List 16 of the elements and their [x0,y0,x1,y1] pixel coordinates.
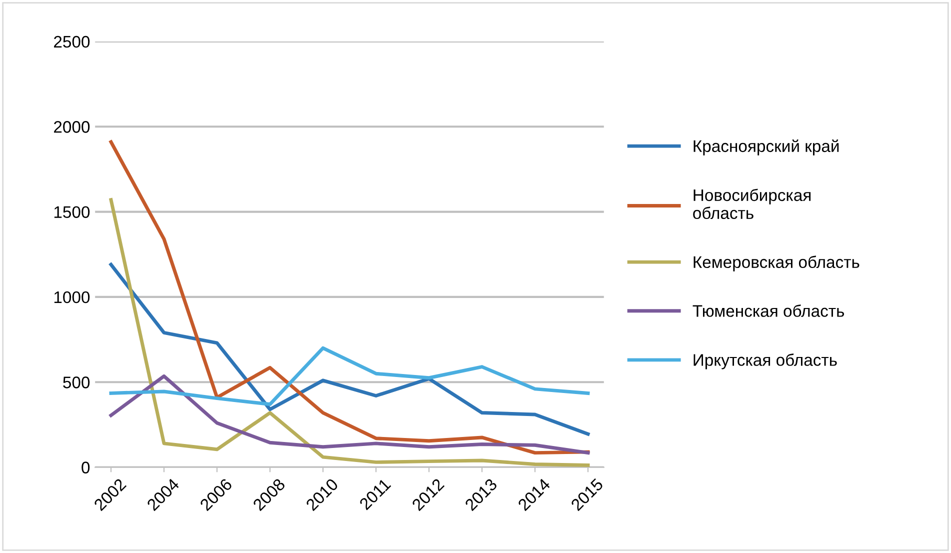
y-tick-label: 2500 [54,36,90,48]
line-series [109,198,590,467]
legend-label: Тюменская область [692,304,844,317]
line-series [109,140,590,455]
y-tick-label: 1000 [54,291,90,304]
line-series [109,374,590,455]
line-series [109,262,590,436]
line-series [109,346,590,406]
legend-label: Кемеровская область [694,256,860,272]
y-tick-label: 2000 [54,121,90,133]
legend-label: Иркутская область [694,354,837,370]
y-tick-label: 500 [63,376,90,388]
y-tick-label: 1500 [54,206,90,218]
y-tick-label: 0 [82,462,90,474]
legend-label: Красноярский край [694,140,839,156]
legend-label: Новосибирская область [693,188,811,220]
